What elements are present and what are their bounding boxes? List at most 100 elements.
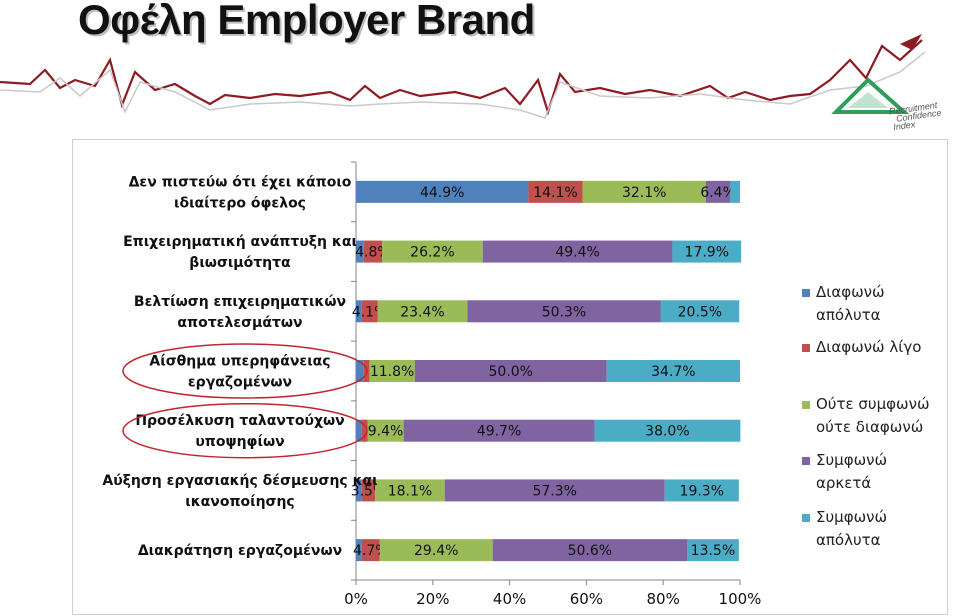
bar-segment — [705, 180, 731, 203]
category-label: βιωσιμότητα — [189, 255, 291, 271]
data-label: 20.5% — [678, 304, 722, 320]
logo-triangle-icon — [831, 77, 910, 114]
legend-label: Συμφωνώ — [816, 508, 887, 526]
bar-segment — [361, 419, 368, 442]
bar-segment — [361, 479, 376, 502]
bar-segment — [414, 360, 607, 382]
legend-label: Ούτε συμφωνώ — [816, 395, 930, 413]
x-tick-label: 0% — [344, 590, 368, 608]
bar-segment — [369, 360, 415, 382]
logo-triangle-inner-icon — [848, 92, 888, 108]
bar-segment — [582, 180, 706, 203]
category-label: Δεν πιστεύω ότι έχει κάποιο — [129, 174, 352, 190]
data-label: 44.9% — [420, 185, 464, 201]
logo-arrow-icon — [900, 34, 922, 50]
category-label: εργαζομένων — [188, 375, 292, 391]
data-label: 18.1% — [388, 483, 432, 499]
bar-segment — [363, 240, 383, 263]
x-tick-label: 100% — [719, 590, 762, 608]
data-label: 34.7% — [651, 364, 695, 380]
category-label: Βελτίωση επιχειρηματικών — [134, 294, 346, 310]
bar-segment — [356, 180, 529, 203]
category-label: υποψηφίων — [195, 434, 284, 450]
bar-segment — [382, 240, 483, 263]
bar-segment — [379, 539, 493, 562]
data-label: 49.4% — [555, 245, 599, 261]
x-tick-label: 20% — [416, 590, 449, 608]
bar-segment — [687, 539, 739, 562]
category-label: Προσέλκυση ταλαντούχων — [135, 413, 344, 429]
legend-swatch — [802, 344, 810, 352]
legend-label: απόλυτα — [816, 531, 881, 549]
bar-segment — [356, 360, 364, 382]
bar-segment — [492, 539, 688, 562]
x-tick-label: 40% — [493, 590, 526, 608]
bar-segment — [356, 240, 364, 263]
highlight-ellipse — [122, 402, 368, 459]
bar-segment — [528, 180, 583, 203]
legend-label: Διαφωνώ — [816, 283, 885, 301]
bar-segment — [594, 419, 741, 442]
legend-swatch — [802, 457, 810, 465]
data-label: 26.2% — [410, 245, 454, 261]
category-label: αποτελεσμάτων — [177, 315, 302, 331]
data-label: 57.3% — [532, 483, 576, 499]
data-label: 50.6% — [568, 543, 612, 559]
data-label: 50.3% — [542, 304, 586, 320]
bar-segment — [403, 419, 595, 442]
data-label: 4.7% — [353, 543, 389, 559]
bar-segment — [375, 479, 445, 502]
data-label: 38.0% — [645, 424, 689, 440]
bar-segment — [664, 479, 739, 502]
bar-segment — [672, 240, 742, 263]
category-label: Αύξηση εργασιακής δέσμευσης και — [102, 473, 377, 489]
legend-label: αρκετά — [816, 474, 871, 492]
bar-segment — [361, 539, 380, 562]
bar-segment — [356, 300, 362, 323]
legend-label: Διαφωνώ λίγο — [816, 338, 921, 356]
bar-segment — [730, 180, 740, 203]
category-label: ιδιαίτερο όφελος — [174, 195, 306, 211]
legend-swatch — [802, 401, 810, 409]
bar-segment — [356, 539, 362, 562]
data-label: 9.4% — [368, 424, 404, 440]
bar-segment — [606, 360, 740, 382]
bar-segment — [356, 419, 362, 442]
legend-label: ούτε διαφωνώ — [816, 418, 923, 436]
data-label: 6.4% — [700, 185, 736, 201]
data-label: 50.0% — [489, 364, 533, 380]
data-label: 49.7% — [477, 424, 521, 440]
x-tick-label: 60% — [570, 590, 603, 608]
header-decoration — [0, 34, 926, 119]
category-label: Αίσθημα υπερηφάνειας — [149, 354, 330, 370]
ekg-shadow — [0, 51, 926, 119]
legend-swatch — [802, 289, 810, 297]
category-label: Διακράτηση εργαζομένων — [138, 543, 342, 559]
page-title: Οφέλη Employer Brand — [78, 0, 535, 43]
data-label: 13.5% — [691, 543, 735, 559]
legend-label: Συμφωνώ — [816, 451, 887, 469]
bar-segment — [367, 419, 404, 442]
legend-label: απόλυτα — [816, 306, 881, 324]
data-label: 19.3% — [680, 483, 724, 499]
bar-segment — [660, 300, 740, 323]
bar-segment — [377, 300, 468, 323]
data-label: 29.4% — [414, 543, 458, 559]
ekg-line — [0, 39, 923, 116]
bar-segment — [361, 300, 378, 323]
highlight-ellipse — [122, 343, 368, 399]
bar-segment — [356, 479, 362, 502]
legend-swatch — [802, 514, 810, 522]
data-label: 23.4% — [400, 304, 444, 320]
bar-segment — [467, 300, 661, 323]
data-label: 17.9% — [685, 245, 729, 261]
category-label: ικανοποίησης — [185, 494, 294, 510]
bar-segment — [444, 479, 665, 502]
category-label: Επιχειρηματική ανάπτυξη και — [123, 234, 357, 250]
data-label: 11.8% — [370, 364, 414, 380]
data-label: 32.1% — [622, 185, 666, 201]
data-label: 14.1% — [533, 185, 577, 201]
data-label: 4.8% — [355, 245, 391, 261]
bar-segment — [482, 240, 673, 263]
